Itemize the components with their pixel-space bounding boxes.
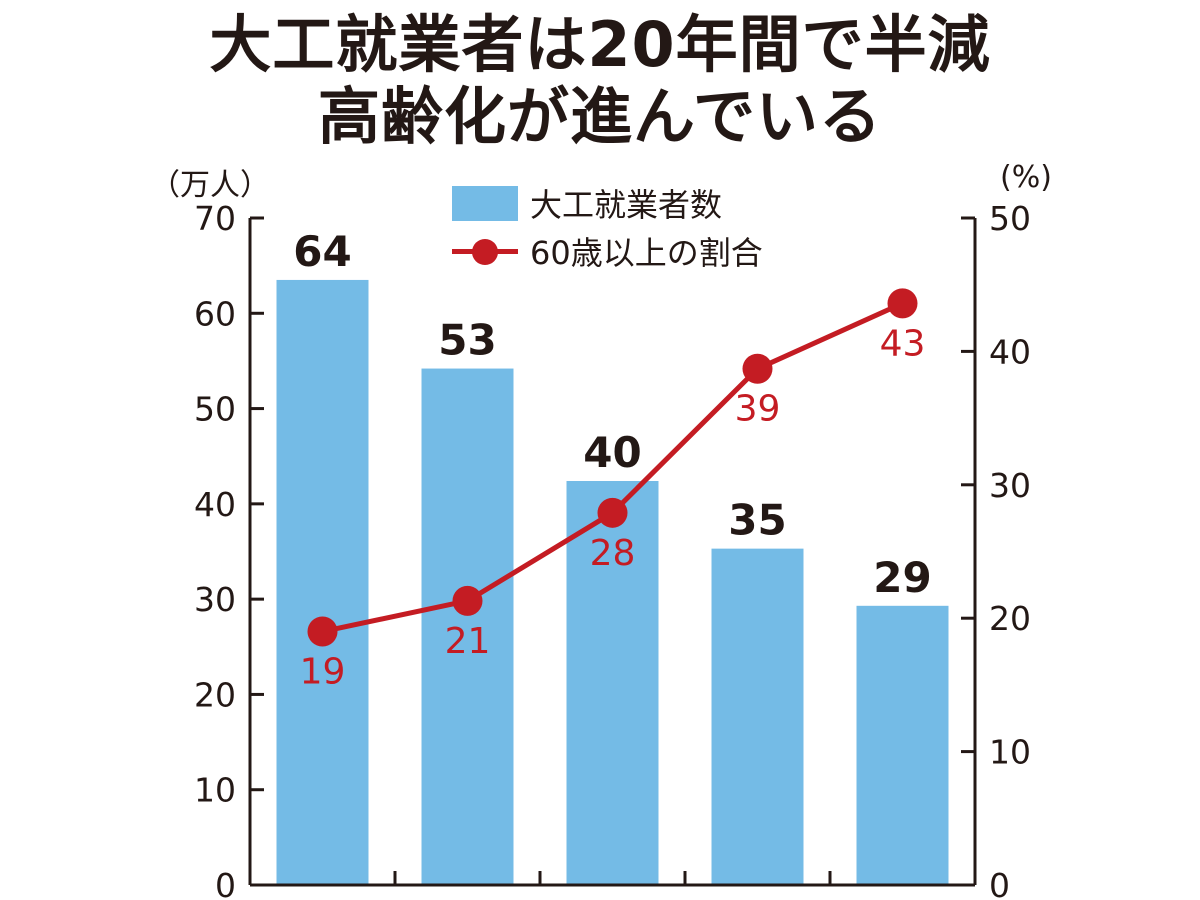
line-point <box>887 288 918 319</box>
left-axis-tick-label: 10 <box>194 771 236 810</box>
bar <box>421 368 514 886</box>
chart-title-line2: 高齢化が進んでいる <box>318 80 882 153</box>
bar <box>566 480 659 885</box>
right-axis-tick-label: 50 <box>989 199 1031 238</box>
right-axis-tick-label: 10 <box>989 733 1031 772</box>
right-axis-tick-label: 20 <box>989 599 1031 638</box>
bar-value-label: 53 <box>438 316 496 365</box>
chart-title-line1: 大工就業者は20年間で半減 <box>209 8 991 81</box>
left-axis-tick-label: 30 <box>194 580 236 619</box>
line-value-label: 43 <box>880 323 926 364</box>
left-axis-tick-label: 70 <box>194 199 236 238</box>
legend-bar-label: 大工就業者数 <box>530 186 723 224</box>
legend-item-bar: 大工就業者数 <box>452 180 722 226</box>
bar-value-label: 35 <box>728 496 786 545</box>
bar <box>276 279 369 886</box>
line-point <box>742 353 773 384</box>
bar <box>711 548 804 885</box>
legend-bar-swatch <box>452 185 518 221</box>
left-axis-tick-label: 60 <box>194 294 236 333</box>
line-point <box>307 616 338 647</box>
legend-line-swatch <box>452 234 518 269</box>
line-point <box>597 497 628 528</box>
legend-item-line: 60歳以上の割合 <box>452 228 763 274</box>
line-point <box>452 585 483 616</box>
left-axis-tick-label: 40 <box>194 485 236 524</box>
line-value-label: 28 <box>590 533 636 574</box>
bar-value-label: 40 <box>583 428 641 477</box>
left-axis-tick-label: 0 <box>215 866 236 900</box>
right-axis-unit: (%) <box>1000 160 1052 195</box>
right-axis-tick-label: 0 <box>989 866 1010 900</box>
left-axis-tick-label: 50 <box>194 390 236 429</box>
left-axis-tick-label: 20 <box>194 675 236 714</box>
left-axis-unit: （万人） <box>150 168 270 203</box>
line-value-label: 39 <box>735 389 781 430</box>
bar-value-label: 29 <box>873 553 931 602</box>
line-value-label: 21 <box>445 621 491 662</box>
right-axis-tick-label: 30 <box>989 466 1031 505</box>
right-axis-tick-label: 40 <box>989 332 1031 371</box>
legend-line-label: 60歳以上の割合 <box>530 234 763 272</box>
bar-value-label: 64 <box>293 227 351 276</box>
line-value-label: 19 <box>300 652 346 693</box>
bar <box>856 605 949 885</box>
